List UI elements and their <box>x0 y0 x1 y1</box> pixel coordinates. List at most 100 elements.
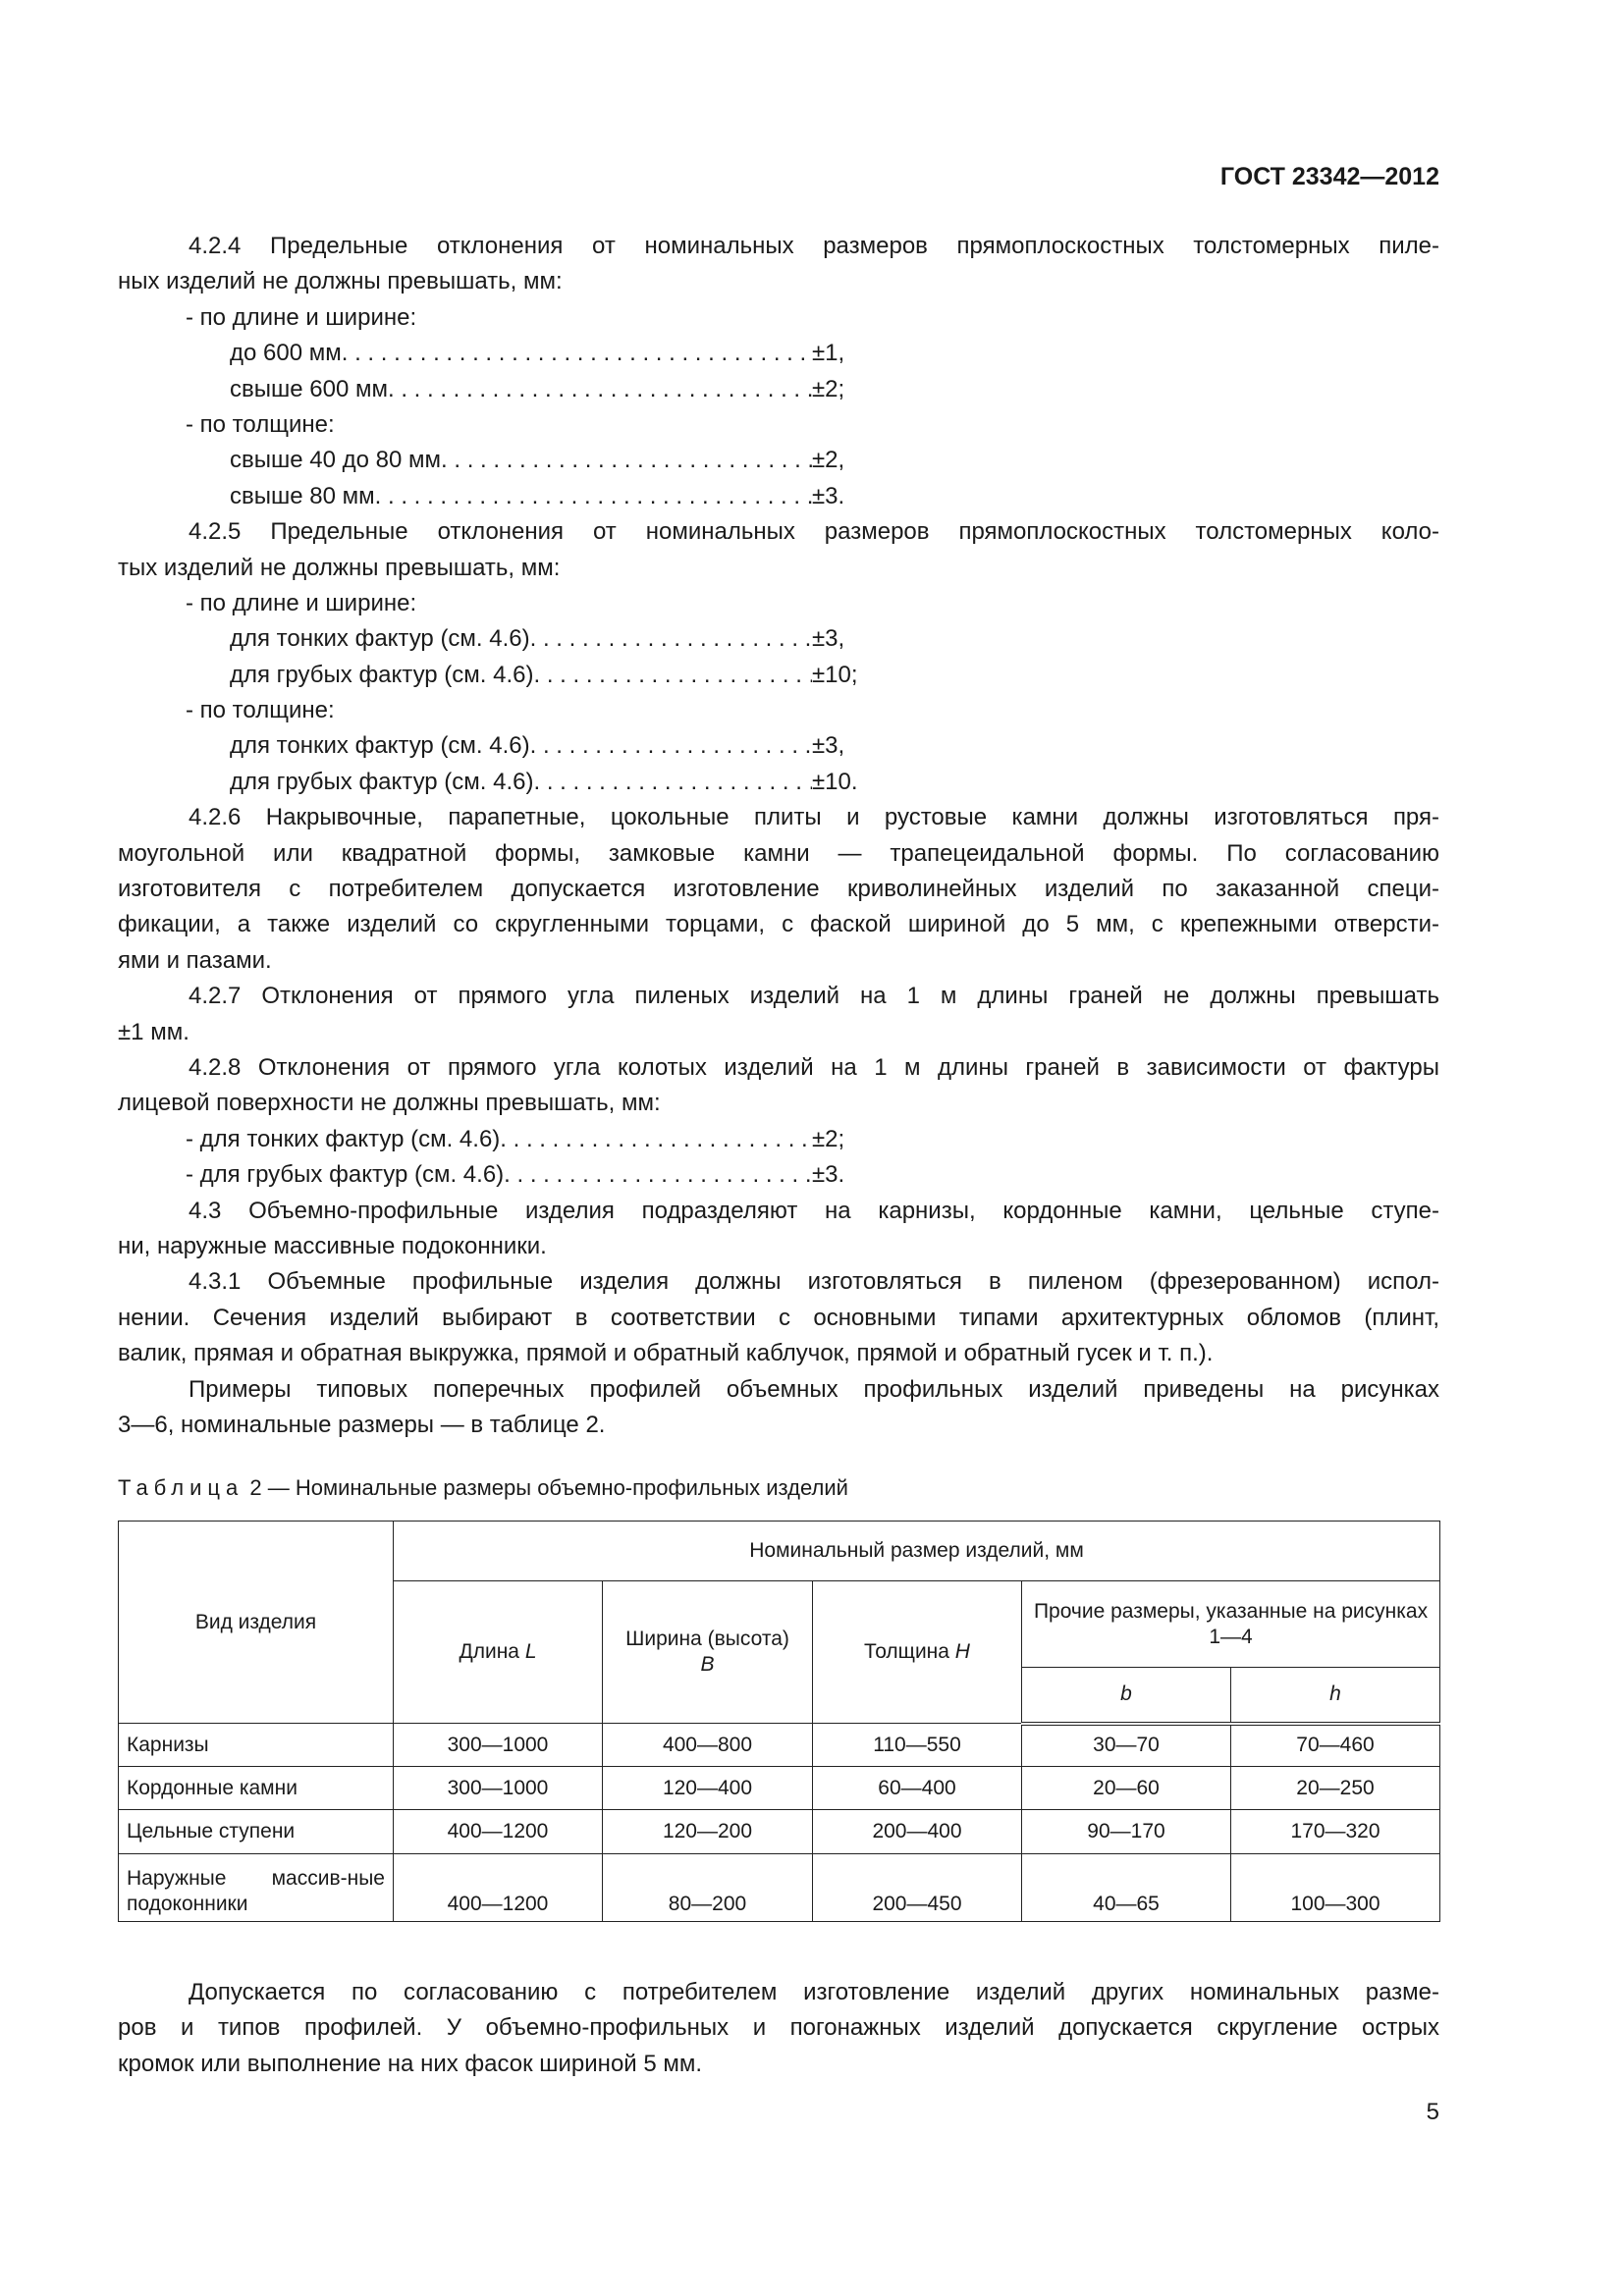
leader-line: свыше 80 мм . . . . . . . . . . . . . . … <box>118 479 1439 514</box>
leader-value: ±3. <box>812 482 845 509</box>
leader-value: ±3, <box>812 732 845 760</box>
cell-value: 400—800 <box>602 1723 813 1767</box>
cell-value: 20—250 <box>1229 1766 1441 1810</box>
header-thickness: Толщина H <box>812 1580 1022 1724</box>
leader-label: до 600 мм <box>230 340 342 367</box>
text-line: - по толщине: <box>186 410 335 438</box>
text-line: 4.2.6 Накрывочные, парапетные, цокольные… <box>189 804 1439 831</box>
cell-value: 70—460 <box>1229 1723 1441 1767</box>
leader-value: ±2; <box>812 375 845 402</box>
cell-value: 60—400 <box>812 1766 1022 1810</box>
cell-kind: Кордонные камни <box>118 1766 394 1810</box>
text-line: ни, наружные массивные подоконники. <box>118 1232 547 1259</box>
table-row: Наружные массив-ные подоконники 400—1200 8… <box>118 1853 1441 1922</box>
text-line: ±1 мм. <box>118 1018 189 1045</box>
cell-value: 200—450 <box>812 1853 1022 1922</box>
leader-label: - для грубых фактур (см. 4.6) <box>186 1161 505 1189</box>
leader-label: свыше 600 мм <box>230 375 388 402</box>
text-line: 4.3 Объемно-профильные изделия подраздел… <box>189 1197 1439 1224</box>
leader-dots: . . . . . . . . . . . . . . . . . . . . … <box>500 1125 812 1152</box>
header-length: Длина L <box>393 1580 603 1724</box>
header-h: h <box>1229 1667 1441 1726</box>
leader-value: ±3, <box>812 625 845 653</box>
leader-dots: . . . . . . . . . . . . . . . . . . . . … <box>533 768 813 795</box>
leader-label: для грубых фактур (см. 4.6) <box>230 768 534 795</box>
cell-value: 400—1200 <box>393 1809 603 1854</box>
cell-value: 300—1000 <box>393 1766 603 1810</box>
table-row: Цельные ступени 400—1200 120—200 200—400 90—… <box>118 1809 1441 1854</box>
text-line: Примеры типовых поперечных профилей объе… <box>189 1375 1439 1403</box>
leader-dots: . . . . . . . . . . . . . . . . . . . . … <box>529 732 812 760</box>
text-line: 4.3.1 Объемные профильные изделия должны… <box>189 1268 1439 1296</box>
leader-dots: . . . . . . . . . . . . . . . . . . . . … <box>504 1161 812 1189</box>
leader-value: ±10. <box>812 768 858 795</box>
table-row: Карнизы 300—1000 400—800 110—550 30—70 70—460 <box>118 1723 1441 1767</box>
page-number: 5 <box>1426 2099 1439 2125</box>
cell-value: 30—70 <box>1021 1723 1231 1767</box>
text-line: 4.2.7 Отклонения от прямого угла пиленых… <box>189 983 1439 1010</box>
text-line: 4.2.4 Предельные отклонения от номинальн… <box>189 233 1439 259</box>
text-line: ров и типов профилей. У объемно-профильн… <box>118 2014 1439 2042</box>
text-line: моугольной или квадратной формы, замковы… <box>118 839 1439 867</box>
text-line: 4.2.5 Предельные отклонения от номинальн… <box>189 518 1439 546</box>
text-line: нении. Сечения изделий выбирают в соотве… <box>118 1304 1439 1331</box>
leader-label: свыше 40 до 80 мм <box>230 447 442 474</box>
leader-line: для тонких фактур (см. 4.6) . . . . . . … <box>118 621 1439 657</box>
cell-value: 40—65 <box>1021 1853 1231 1922</box>
leader-label: для тонких фактур (см. 4.6) <box>230 625 530 653</box>
cell-value: 20—60 <box>1021 1766 1231 1810</box>
cell-value: 300—1000 <box>393 1723 603 1767</box>
leader-line: свыше 600 мм . . . . . . . . . . . . . .… <box>118 372 1439 407</box>
text-line: 4.2.8 Отклонения от прямого угла колотых… <box>189 1053 1439 1081</box>
leader-dots: . . . . . . . . . . . . . . . . . . . . … <box>387 375 812 402</box>
dimensions-table: Вид изделия Номинальный размер изделий, … <box>118 1521 1441 1922</box>
leader-line: свыше 40 до 80 мм . . . . . . . . . . . … <box>118 443 1439 478</box>
leader-line: для тонких фактур (см. 4.6) . . . . . . … <box>118 728 1439 764</box>
text-line: ями и пазами. <box>118 946 272 974</box>
cell-value: 200—400 <box>812 1809 1022 1854</box>
leader-value: ±2; <box>812 1125 845 1152</box>
caption-prefix: Таблица <box>118 1475 244 1500</box>
header-b: b <box>1021 1667 1231 1726</box>
header-width: Ширина (высота) B <box>602 1580 813 1724</box>
cell-value: 170—320 <box>1229 1809 1441 1854</box>
leader-line: - для тонких фактур (см. 4.6) . . . . . … <box>118 1122 1439 1157</box>
leader-line: для грубых фактур (см. 4.6) . . . . . . … <box>118 658 1439 693</box>
cell-value: 110—550 <box>812 1723 1022 1767</box>
cell-kind: Карнизы <box>118 1723 394 1767</box>
leader-line: - для грубых фактур (см. 4.6) . . . . . … <box>118 1157 1439 1193</box>
cell-value: 100—300 <box>1229 1853 1441 1922</box>
text-line: 3—6, номинальные размеры — в таблице 2. <box>118 1411 606 1438</box>
leader-label: для тонких фактур (см. 4.6) <box>230 732 530 760</box>
text-line: изготовителя с потребителем допускается … <box>118 876 1439 903</box>
cell-value: 80—200 <box>602 1853 813 1922</box>
leader-value: ±3. <box>812 1161 845 1189</box>
text-line: валик, прямая и обратная выкружка, прямо… <box>118 1340 1214 1367</box>
cell-value: 400—1200 <box>393 1853 603 1922</box>
leader-line: для грубых фактур (см. 4.6) . . . . . . … <box>118 765 1439 800</box>
cell-kind: Цельные ступени <box>118 1809 394 1854</box>
leader-dots: . . . . . . . . . . . . . . . . . . . . … <box>441 447 812 474</box>
leader-value: ±1, <box>812 340 845 367</box>
leader-label: свыше 80 мм <box>230 482 375 509</box>
text-line: кромок или выполнение на них фасок ширин… <box>118 2050 703 2077</box>
leader-dots: . . . . . . . . . . . . . . . . . . . . … <box>374 482 812 509</box>
text-line: фикации, а также изделий со скругленными… <box>118 911 1439 938</box>
text-line: ных изделий не должны превышать, мм: <box>118 268 563 295</box>
text-line: тых изделий не должны превышать, мм: <box>118 554 561 581</box>
table-row: Кордонные камни 300—1000 120—400 60—400 20—6… <box>118 1766 1441 1810</box>
leader-label: для грубых фактур (см. 4.6) <box>230 661 534 688</box>
closing-paragraph: Допускается по согласованию с потребител… <box>118 1975 1439 2082</box>
leader-line: до 600 мм . . . . . . . . . . . . . . . … <box>118 336 1439 371</box>
text-line: - по толщине: <box>186 697 335 724</box>
text-line: лицевой поверхности не должны превышать,… <box>118 1090 661 1117</box>
cell-kind: Наружные массив-ные подоконники <box>118 1853 394 1922</box>
cell-value: 90—170 <box>1021 1809 1231 1854</box>
leader-value: ±10; <box>812 661 858 688</box>
header-kind: Вид изделия <box>118 1521 394 1724</box>
leader-dots: . . . . . . . . . . . . . . . . . . . . … <box>529 625 812 653</box>
body-text: 4.2.4 Предельные отклонения от номинальн… <box>118 229 1439 1443</box>
text-line: - по длине и ширине: <box>186 589 417 616</box>
text-line: - по длине и ширине: <box>186 303 417 331</box>
text-line: Допускается по согласованию с потребител… <box>189 1979 1439 2005</box>
